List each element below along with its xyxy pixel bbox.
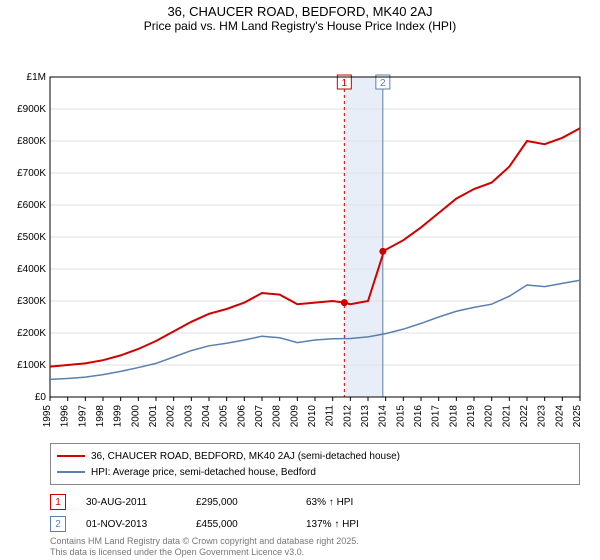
marker-row: 2 01-NOV-2013 £455,000 137% ↑ HPI [50, 513, 580, 535]
svg-text:2015: 2015 [395, 405, 406, 428]
svg-text:2006: 2006 [236, 405, 247, 428]
svg-text:2011: 2011 [325, 405, 336, 427]
price-chart: £0 £100K £200K £300K £400K £500K £600K £700K £80… [0, 37, 600, 437]
marker-price: £455,000 [196, 519, 306, 530]
marker-table: 1 30-AUG-2011 £295,000 63% ↑ HPI 2 01-NO… [50, 491, 580, 535]
svg-text:2000: 2000 [130, 405, 141, 428]
svg-text:1: 1 [342, 78, 348, 89]
legend-item: HPI: Average price, semi-detached house,… [57, 464, 573, 480]
svg-text:1995: 1995 [42, 405, 53, 428]
svg-text:2001: 2001 [148, 405, 159, 428]
svg-text:£0: £0 [35, 392, 47, 403]
footer: Contains HM Land Registry data © Crown c… [50, 536, 359, 558]
svg-text:2025: 2025 [572, 405, 583, 428]
svg-text:2005: 2005 [219, 405, 230, 428]
legend-swatch [57, 455, 85, 457]
svg-text:£300K: £300K [17, 296, 46, 307]
svg-text:2023: 2023 [537, 405, 548, 428]
svg-text:2014: 2014 [378, 405, 389, 428]
legend-swatch [57, 471, 85, 473]
svg-text:2013: 2013 [360, 405, 371, 428]
marker-badge: 2 [50, 516, 66, 532]
legend: 36, CHAUCER ROAD, BEDFORD, MK40 2AJ (sem… [50, 443, 580, 485]
svg-text:£900K: £900K [17, 104, 46, 115]
marker-row: 1 30-AUG-2011 £295,000 63% ↑ HPI [50, 491, 580, 513]
svg-text:2017: 2017 [431, 405, 442, 428]
svg-text:£500K: £500K [17, 232, 46, 243]
marker-price: £295,000 [196, 497, 306, 508]
marker-delta: 137% ↑ HPI [306, 519, 416, 530]
svg-text:2007: 2007 [254, 405, 265, 428]
svg-text:2021: 2021 [501, 405, 512, 428]
svg-text:2024: 2024 [554, 405, 565, 428]
svg-text:2010: 2010 [307, 405, 318, 428]
footer-line: Contains HM Land Registry data © Crown c… [50, 536, 359, 547]
svg-text:1999: 1999 [113, 405, 124, 428]
svg-text:2002: 2002 [166, 405, 177, 428]
svg-text:2008: 2008 [272, 405, 283, 428]
marker-badge: 1 [50, 494, 66, 510]
svg-text:£200K: £200K [17, 328, 46, 339]
legend-label: 36, CHAUCER ROAD, BEDFORD, MK40 2AJ (sem… [91, 451, 400, 462]
svg-text:2019: 2019 [466, 405, 477, 428]
svg-text:£800K: £800K [17, 136, 46, 147]
svg-text:£400K: £400K [17, 264, 46, 275]
svg-text:£700K: £700K [17, 168, 46, 179]
svg-text:2016: 2016 [413, 405, 424, 428]
legend-label: HPI: Average price, semi-detached house,… [91, 467, 316, 478]
chart-title-desc: Price paid vs. HM Land Registry's House … [0, 19, 600, 37]
svg-text:2004: 2004 [201, 405, 212, 428]
marker-date: 01-NOV-2013 [86, 519, 196, 530]
svg-text:2012: 2012 [342, 405, 353, 428]
svg-text:2009: 2009 [289, 405, 300, 428]
svg-text:£600K: £600K [17, 200, 46, 211]
svg-text:1998: 1998 [95, 405, 106, 428]
svg-text:2020: 2020 [484, 405, 495, 428]
svg-text:1997: 1997 [77, 405, 88, 428]
svg-text:£100K: £100K [17, 360, 46, 371]
legend-item: 36, CHAUCER ROAD, BEDFORD, MK40 2AJ (sem… [57, 448, 573, 464]
svg-text:1996: 1996 [60, 405, 71, 428]
svg-text:2003: 2003 [183, 405, 194, 428]
footer-line: This data is licensed under the Open Gov… [50, 547, 359, 558]
svg-text:2: 2 [380, 78, 386, 89]
svg-text:2022: 2022 [519, 405, 530, 428]
svg-text:2018: 2018 [448, 405, 459, 428]
svg-text:£1M: £1M [27, 72, 46, 83]
marker-date: 30-AUG-2011 [86, 497, 196, 508]
chart-title-address: 36, CHAUCER ROAD, BEDFORD, MK40 2AJ [0, 0, 600, 19]
marker-delta: 63% ↑ HPI [306, 497, 416, 508]
